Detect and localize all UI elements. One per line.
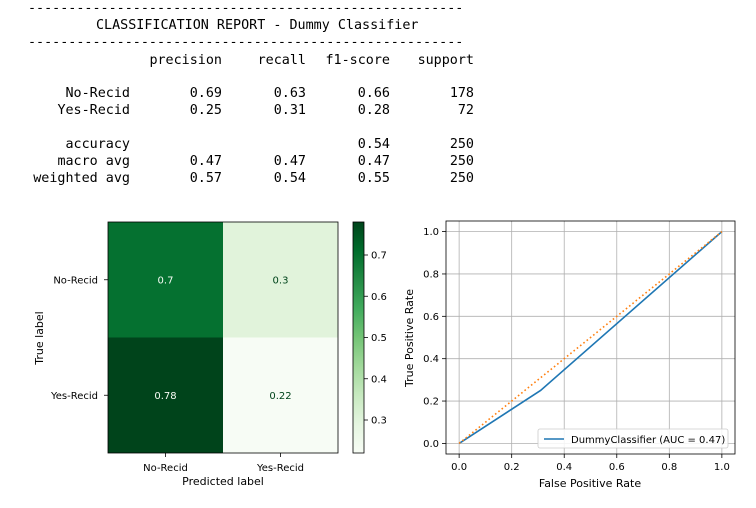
y-axis-label: True Positive Rate (403, 289, 416, 388)
chance-line (458, 230, 723, 445)
legend-box (537, 428, 729, 449)
colorbar-tick-label: 0.6 (371, 292, 387, 303)
x-tick-label: No-Recid (143, 463, 188, 474)
y-tick-label: 0.0 (423, 439, 439, 450)
x-tick-label: 0.0 (451, 462, 467, 473)
y-tick-label: 0.4 (423, 354, 439, 365)
y-tick-label: 0.2 (423, 397, 439, 408)
report-summary-support: 250 (450, 137, 474, 152)
cell-value-label: 0.22 (269, 391, 291, 402)
roc-curve-chart: 0.0 0.2 0.4 0.6 0.8 1.0 0.0 0.2 0.4 0.6 0.8 1.0 Dum… (403, 220, 736, 490)
x-tick-label: 0.8 (661, 462, 677, 473)
y-tick-label: No-Recid (53, 275, 98, 286)
report-summary-f1: 0.47 (358, 154, 390, 169)
report-row: No-Recid 0.69 0.63 0.66 178 (66, 86, 475, 101)
report-row: Yes-Recid 0.25 0.31 0.28 72 (57, 103, 474, 118)
x-tick-label: 0.4 (556, 462, 572, 473)
colorbar-tick-label: 0.7 (371, 251, 387, 262)
roc-series-line (458, 230, 723, 445)
report-row-f1: 0.28 (358, 103, 390, 118)
legend: DummyClassifier (AUC = 0.47) (537, 428, 729, 449)
heatmap-cell (108, 222, 223, 338)
y-tick-label: Yes-Recid (50, 391, 98, 402)
cell-value-label: 0.3 (273, 275, 289, 286)
colorbar-tick-label: 0.3 (371, 416, 387, 427)
report-header-precision: precision (149, 53, 222, 68)
report-summary-f1: 0.55 (358, 171, 390, 186)
report-summary-row: weighted avg 0.57 0.54 0.55 250 (33, 171, 474, 186)
x-axis-label: Predicted label (182, 475, 264, 488)
report-summary-row: accuracy 0.54 250 (66, 137, 475, 152)
report-row-support: 178 (450, 86, 474, 101)
report-summary-label: macro avg (57, 154, 130, 169)
cell-value-label: 0.78 (154, 391, 176, 402)
colorbar-tick-label: 0.5 (371, 333, 387, 344)
report-row-label: No-Recid (66, 86, 131, 101)
report-header-f1: f1-score (326, 53, 391, 68)
report-row-precision: 0.25 (190, 103, 222, 118)
report-row-support: 72 (458, 103, 474, 118)
heatmap-cell (108, 337, 223, 453)
y-tick-label: 0.8 (423, 269, 439, 280)
report-summary-precision: 0.47 (190, 154, 222, 169)
report-summary-row: macro avg 0.47 0.47 0.47 250 (57, 154, 474, 169)
report-row-label: Yes-Recid (57, 103, 130, 118)
y-axis-label: True label (33, 311, 46, 365)
colorbar-tick-label: 0.4 (371, 374, 387, 385)
report-row-f1: 0.66 (358, 86, 390, 101)
report-summary-label: weighted avg (33, 171, 130, 186)
confusion-matrix-chart: 0.7 0.3 0.78 0.22 No-Recid Yes-Recid No-Recid… (33, 221, 387, 488)
x-tick-label: 0.6 (609, 462, 625, 473)
report-summary-support: 250 (450, 171, 474, 186)
heatmap-cell (223, 222, 338, 338)
cell-value-label: 0.7 (158, 275, 174, 286)
legend-label: DummyClassifier (AUC = 0.47) (571, 435, 725, 446)
x-tick-label: 0.2 (504, 462, 520, 473)
heatmap-frame (107, 221, 339, 454)
report-summary-precision: 0.57 (190, 171, 222, 186)
x-axis-label: False Positive Rate (539, 477, 641, 490)
y-tick-label: 1.0 (423, 227, 439, 238)
x-tick-label: 1.0 (714, 462, 730, 473)
report-separator-top: ----------------------------------------… (28, 1, 463, 16)
report-row-recall: 0.63 (274, 86, 306, 101)
report-row-recall: 0.31 (274, 103, 306, 118)
report-title: CLASSIFICATION REPORT - Dummy Classifier (96, 18, 418, 33)
report-header-recall: recall (258, 53, 306, 68)
report-summary-label: accuracy (66, 137, 131, 152)
colorbar (352, 221, 365, 454)
report-summary-recall: 0.47 (274, 154, 306, 169)
report-separator-bottom: ----------------------------------------… (28, 35, 463, 50)
x-tick-label: Yes-Recid (256, 463, 304, 474)
report-summary-recall: 0.54 (274, 171, 306, 186)
report-row-precision: 0.69 (190, 86, 222, 101)
report-summary-support: 250 (450, 154, 474, 169)
heatmap-cell (223, 337, 338, 453)
plot-frame (445, 220, 736, 455)
report-header-support: support (418, 53, 474, 68)
classification-report: ----------------------------------------… (28, 1, 475, 186)
y-tick-label: 0.6 (423, 312, 439, 323)
report-summary-f1: 0.54 (358, 137, 390, 152)
